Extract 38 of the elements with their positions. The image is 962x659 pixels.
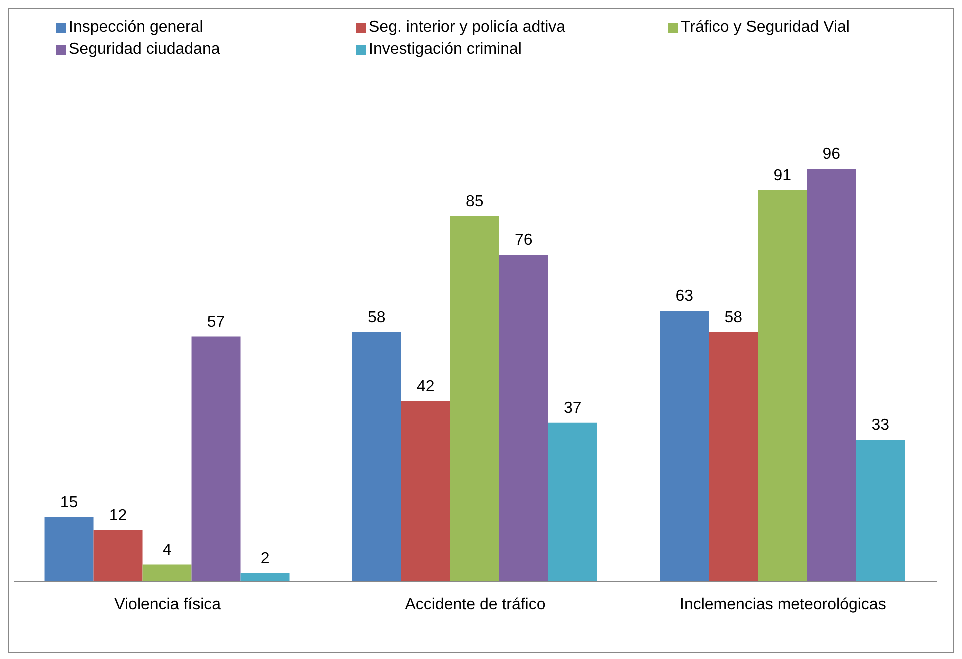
bar (352, 332, 402, 582)
bar (856, 440, 906, 582)
data-label: 33 (872, 417, 890, 434)
data-label: 76 (515, 232, 533, 250)
data-label: 2 (260, 550, 270, 568)
legend-label: Seguridad ciudadana (69, 41, 220, 59)
data-label: 4 (162, 542, 172, 559)
x-tick-label: Inclemencias meteorológicas (680, 596, 886, 614)
bar (44, 517, 94, 582)
bar (548, 422, 598, 582)
legend-label: Seg. interior y policía adtiva (369, 19, 566, 37)
data-label: 85 (466, 193, 484, 210)
bar (807, 169, 856, 582)
legend-label: Investigación criminal (369, 41, 522, 59)
bar (240, 573, 290, 582)
data-label: 91 (774, 168, 792, 185)
bar (450, 216, 500, 582)
x-tick-label: Violencia física (114, 596, 222, 614)
data-label: 96 (822, 146, 841, 163)
bar (142, 564, 192, 582)
bar (660, 310, 710, 582)
bar (94, 530, 143, 582)
data-label: 12 (109, 507, 128, 524)
legend-label: Tráfico y Seguridad Vial (681, 19, 850, 37)
bar (192, 336, 241, 582)
data-label: 63 (676, 288, 694, 305)
bar (758, 190, 808, 582)
data-label: 58 (368, 309, 386, 326)
legend-label: Inspección general (69, 19, 204, 37)
bar (401, 401, 450, 582)
bar (709, 332, 758, 582)
bar (499, 255, 548, 582)
x-tick-label: Accidente de tráfico (405, 596, 546, 614)
data-label: 37 (564, 400, 582, 417)
data-label: 15 (60, 494, 78, 512)
data-label: 42 (417, 378, 435, 396)
data-label: 58 (724, 309, 743, 326)
data-label: 57 (207, 314, 226, 331)
